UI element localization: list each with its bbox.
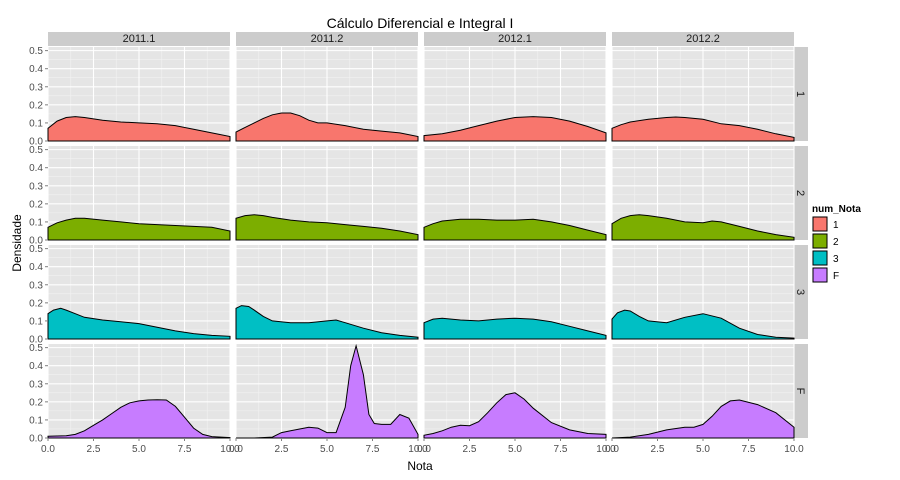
y-tick-label: 0.5 xyxy=(29,46,43,57)
row-strip-label: F xyxy=(794,388,806,395)
legend-label: F xyxy=(833,271,839,282)
x-tick-label: 7.5 xyxy=(366,444,380,455)
x-tick-label: 10.0 xyxy=(220,444,240,455)
y-tick-label: 0.4 xyxy=(29,163,43,174)
legend-title: num_Nota xyxy=(812,204,861,215)
legend-swatch xyxy=(812,250,828,266)
density-area-F-2011.2 xyxy=(236,343,419,439)
legend-label: 2 xyxy=(833,237,839,248)
y-tick-label: 0.5 xyxy=(29,244,43,255)
x-tick-label: 5.0 xyxy=(508,444,522,455)
density-area-3-2012.2 xyxy=(611,309,795,340)
y-tick-label: 0.1 xyxy=(29,217,43,228)
legend-swatch xyxy=(812,267,828,283)
density-area-1-2011.1 xyxy=(47,116,231,142)
legend-swatch xyxy=(812,216,828,232)
density-area-2-2011.1 xyxy=(47,217,231,241)
x-tick-label: 2.5 xyxy=(275,444,289,455)
x-tick-label: 0.0 xyxy=(229,444,243,455)
y-tick-label: 0.2 xyxy=(29,100,43,111)
x-tick-label: 0.0 xyxy=(605,444,619,455)
facet-panels: 2011.1 2011.2 2012.1 2012.2 1 2 3 F 0.0 0.1 0.2 0.3… xyxy=(29,32,808,455)
y-tick-label: 0.0 xyxy=(29,137,43,148)
y-tick-label: 0.0 xyxy=(29,335,43,346)
y-tick-label: 0.4 xyxy=(29,262,43,273)
x-tick-label: 2.5 xyxy=(87,444,101,455)
row-strip xyxy=(792,47,808,141)
density-area-F-2011.1 xyxy=(47,399,231,439)
density-area-F-2012.1 xyxy=(423,392,607,439)
row-strip-label: 1 xyxy=(794,91,806,97)
density-area-3-2012.1 xyxy=(423,317,607,340)
y-tick-label: 0.3 xyxy=(29,280,43,291)
density-area-1-2012.2 xyxy=(611,116,795,142)
y-tick-label: 0.0 xyxy=(29,236,43,247)
y-tick-label: 0.3 xyxy=(29,379,43,390)
column-strip-label: 2011.1 xyxy=(123,33,156,45)
y-axis-title: Densidade xyxy=(10,214,24,272)
column-strip-label: 2012.1 xyxy=(498,33,532,45)
y-tick-label: 0.4 xyxy=(29,64,43,75)
column-strip-label: 2011.2 xyxy=(311,33,344,45)
x-tick-label: 7.5 xyxy=(178,444,192,455)
column-strip xyxy=(236,32,418,46)
y-tick-label: 0.4 xyxy=(29,361,43,372)
x-axis-title: Nota xyxy=(407,459,433,473)
x-tick-label: 10.0 xyxy=(784,444,804,455)
y-tick-label: 0.3 xyxy=(29,181,43,192)
x-tick-label: 5.0 xyxy=(132,444,146,455)
density-area-2-2011.2 xyxy=(235,214,419,241)
y-tick-label: 0.2 xyxy=(29,199,43,210)
x-tick-label: 7.5 xyxy=(554,444,568,455)
y-tick-label: 0.1 xyxy=(29,316,43,327)
row-strip-label: 3 xyxy=(794,289,806,295)
legend: num_Nota 1 2 3 F xyxy=(811,204,861,284)
x-tick-label: 5.0 xyxy=(696,444,710,455)
column-strip xyxy=(48,32,230,46)
density-area-2-2012.1 xyxy=(423,218,607,241)
y-tick-label: 0.0 xyxy=(29,434,43,445)
x-tick-label: 0.0 xyxy=(41,444,55,455)
x-tick-label: 10.0 xyxy=(596,444,616,455)
row-strip-label: 2 xyxy=(794,190,806,196)
density-area-1-2011.2 xyxy=(235,112,419,142)
x-tick-label: 5.0 xyxy=(320,444,334,455)
density-area-3-2011.1 xyxy=(47,307,231,340)
x-tick-label: 2.5 xyxy=(463,444,477,455)
y-tick-label: 0.1 xyxy=(29,415,43,426)
column-strip xyxy=(612,32,794,46)
row-strip xyxy=(792,344,808,438)
chart-title: Cálculo Diferencial e Integral I xyxy=(327,15,514,31)
y-tick-label: 0.1 xyxy=(29,118,43,129)
row-strip xyxy=(792,146,808,240)
y-tick-label: 0.5 xyxy=(29,343,43,354)
y-tick-label: 0.2 xyxy=(29,298,43,309)
x-tick-label: 10.0 xyxy=(408,444,428,455)
legend-label: 3 xyxy=(833,254,839,265)
y-tick-label: 0.5 xyxy=(29,145,43,156)
legend-swatch xyxy=(812,233,828,249)
x-tick-label: 0.0 xyxy=(417,444,431,455)
y-tick-label: 0.3 xyxy=(29,82,43,93)
column-strip xyxy=(424,32,606,46)
x-tick-label: 7.5 xyxy=(742,444,756,455)
x-tick-label: 2.5 xyxy=(651,444,665,455)
density-area-3-2011.2 xyxy=(235,305,419,340)
density-area-2-2012.2 xyxy=(611,214,795,241)
density-area-1-2012.1 xyxy=(423,116,607,142)
y-tick-label: 0.2 xyxy=(29,397,43,408)
density-area-F-2012.2 xyxy=(611,399,795,439)
legend-label: 1 xyxy=(833,220,839,231)
column-strip-label: 2012.2 xyxy=(686,33,720,45)
row-strip xyxy=(792,245,808,339)
